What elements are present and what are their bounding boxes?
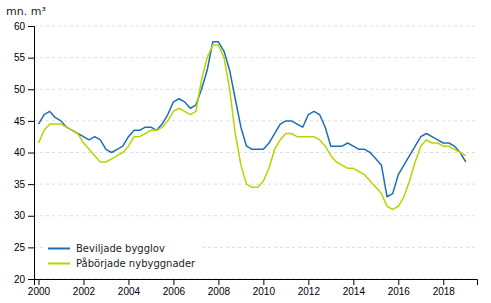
tick: 2008 xyxy=(208,279,231,297)
tick-mark xyxy=(353,279,354,285)
tick-label: 2002 xyxy=(73,286,96,297)
tick-label: 2006 xyxy=(163,286,186,297)
legend-item: Påbörjade nybyggnader xyxy=(48,257,196,269)
tick-mark xyxy=(28,153,34,154)
tick-label: 55 xyxy=(14,52,26,63)
tick-label: 2004 xyxy=(118,286,141,297)
tick-mark xyxy=(173,279,174,285)
tick: 45 xyxy=(14,116,34,127)
tick-label: 25 xyxy=(14,242,26,253)
tick: 35 xyxy=(14,179,34,190)
tick-mark xyxy=(28,58,34,59)
tick: 60 xyxy=(14,21,34,32)
tick: 2014 xyxy=(343,279,366,297)
tick-mark xyxy=(308,279,309,285)
tick-mark xyxy=(28,26,34,27)
tick-label: 20 xyxy=(14,274,26,285)
tick: 2012 xyxy=(298,279,321,297)
title: mn. m³ xyxy=(6,5,46,18)
axis-line xyxy=(28,27,35,280)
tick-mark xyxy=(398,279,399,285)
tick-label: 2018 xyxy=(433,286,456,297)
tick-label: 2014 xyxy=(343,286,366,297)
tick: 2006 xyxy=(163,279,186,297)
tick-mark xyxy=(263,279,264,285)
tick-label: 50 xyxy=(14,84,26,95)
tick: 2002 xyxy=(73,279,96,297)
tick-mark xyxy=(28,216,34,217)
legend-label: Påbörjade nybyggnader xyxy=(76,257,196,269)
tick-label: 2012 xyxy=(298,286,321,297)
y-axis: 20 25 30 35 40 45 50 55 60 xyxy=(14,21,35,285)
axis-line xyxy=(35,280,478,286)
tick: 40 xyxy=(14,147,34,158)
tick-label: 35 xyxy=(14,179,26,190)
legend-background xyxy=(45,240,199,272)
tick-label: 2016 xyxy=(388,286,411,297)
tick: 2000 xyxy=(28,279,51,297)
tick: 2010 xyxy=(253,279,276,297)
series-line xyxy=(38,42,465,197)
tick: 30 xyxy=(14,210,34,221)
tick-mark xyxy=(28,121,34,122)
legend-swatch xyxy=(48,263,70,265)
tick-label: 2000 xyxy=(28,286,51,297)
tick-label: 30 xyxy=(14,210,26,221)
tick: 2016 xyxy=(388,279,411,297)
chart: 2000 2002 2004 2006 2008 2010 2012 2014 2016 2018… xyxy=(0,0,491,303)
grid-line xyxy=(34,120,477,121)
tick-mark xyxy=(28,89,34,90)
grid-line xyxy=(34,89,477,90)
legend-item: Beviljade bygglov xyxy=(48,243,165,254)
tick-label: 45 xyxy=(14,116,26,127)
tick: 25 xyxy=(14,242,34,253)
tick-label: 60 xyxy=(14,21,26,32)
legend: Beviljade bygglov Påbörjade nybyggnader xyxy=(45,240,199,272)
tick-label: 2008 xyxy=(208,286,231,297)
tick-mark xyxy=(83,279,84,285)
grid-line xyxy=(34,26,477,27)
grid-line xyxy=(34,215,477,216)
grid-line xyxy=(34,57,477,58)
series-line xyxy=(38,45,465,209)
legend-swatch xyxy=(48,248,70,250)
tick: 20 xyxy=(14,274,34,285)
tick-mark xyxy=(28,279,34,280)
tick-label: 2010 xyxy=(253,286,276,297)
legend-label: Beviljade bygglov xyxy=(76,243,165,254)
grid-line xyxy=(34,184,477,185)
x-axis: 2000 2002 2004 2006 2008 2010 2012 2014 2016 2018 xyxy=(28,279,478,297)
tick-mark xyxy=(443,279,444,285)
tick-mark xyxy=(128,279,129,285)
lines xyxy=(38,42,465,210)
tick: 2004 xyxy=(118,279,141,297)
tick-mark xyxy=(218,279,219,285)
tick: 50 xyxy=(14,84,34,95)
tick: 2018 xyxy=(433,279,456,297)
tick-label: 40 xyxy=(14,147,26,158)
tick-mark xyxy=(28,247,34,248)
tick-mark xyxy=(38,279,39,285)
grid xyxy=(34,26,477,279)
tick: 55 xyxy=(14,52,34,63)
tick-mark xyxy=(28,184,34,185)
